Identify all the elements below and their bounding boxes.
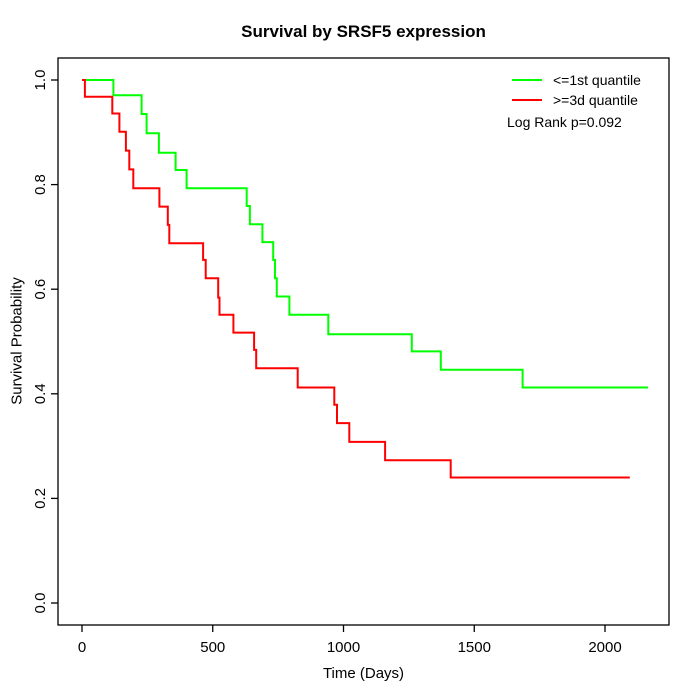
legend-line-red <box>512 99 542 101</box>
chart-title: Survival by SRSF5 expression <box>241 22 486 41</box>
y-tick-label: 0.8 <box>32 174 49 195</box>
x-tick-label: 2000 <box>588 639 621 656</box>
x-tick-label: 0 <box>78 639 86 656</box>
y-tick-label: 1.0 <box>32 70 49 91</box>
logrank-annotation: Log Rank p=0.092 <box>507 114 622 130</box>
x-tick-label: 1000 <box>327 639 360 656</box>
legend-label-third-quantile: >=3d quantile <box>553 92 638 108</box>
y-tick-label: 0.0 <box>32 593 49 614</box>
legend-item-third-quantile: >=3d quantile <box>512 90 641 110</box>
y-tick-label: 0.6 <box>32 279 49 300</box>
legend: <=1st quantile >=3d quantile <box>512 70 641 110</box>
y-tick-label: 0.2 <box>32 488 49 509</box>
legend-line-green <box>512 79 542 81</box>
plot-box <box>57 57 670 626</box>
legend-item-first-quantile: <=1st quantile <box>512 70 641 90</box>
km-curve-green <box>82 79 649 389</box>
x-axis-label: Time (Days) <box>322 665 405 682</box>
km-curve-red <box>82 79 630 479</box>
y-tick-label: 0.4 <box>32 383 49 404</box>
x-tick-label: 500 <box>200 639 225 656</box>
y-axis-label: Survival Probability <box>8 277 26 405</box>
legend-label-first-quantile: <=1st quantile <box>553 72 641 88</box>
x-tick-label: 1500 <box>458 639 491 656</box>
